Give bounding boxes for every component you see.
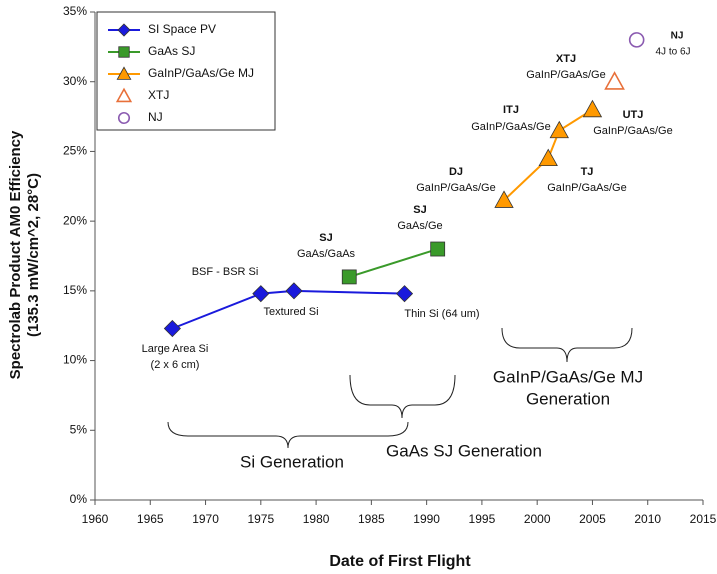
annotation: (2 x 6 cm) xyxy=(151,359,200,371)
x-tick-label: 1995 xyxy=(469,512,496,526)
annotation: 4J to 6J xyxy=(655,47,690,58)
annotation: GaInP/GaAs/Ge xyxy=(471,121,550,133)
marker xyxy=(494,190,514,208)
y-axis-title: (135.3 mW/cm^2, 28°C) xyxy=(25,173,42,337)
y-tick-label: 15% xyxy=(63,283,87,297)
legend-marker xyxy=(117,111,131,125)
marker xyxy=(252,285,270,303)
x-tick-label: 1990 xyxy=(413,512,440,526)
marker xyxy=(285,282,303,300)
series-line xyxy=(503,108,593,201)
x-tick-label: 2005 xyxy=(579,512,606,526)
braces xyxy=(167,327,633,449)
y-tick-label: 30% xyxy=(63,74,87,88)
annotation: Textured Si xyxy=(263,306,318,318)
legend-marker xyxy=(118,46,130,58)
y-tick-label: 0% xyxy=(70,492,88,506)
marker xyxy=(582,99,603,118)
x-tick-label: 1985 xyxy=(358,512,385,526)
legend-label: NJ xyxy=(148,110,163,124)
marker xyxy=(430,241,446,257)
x-tick-label: 2015 xyxy=(690,512,717,526)
legend-label: GaAs SJ xyxy=(148,44,195,58)
marker xyxy=(341,269,357,285)
annotation: NJ xyxy=(671,31,684,42)
brace xyxy=(349,374,456,419)
marker xyxy=(549,120,569,139)
annotation: GaInP/GaAs/Ge MJ xyxy=(493,367,643,386)
legend-marker xyxy=(117,23,131,37)
marker xyxy=(604,71,625,90)
legend-label: GaInP/GaAs/Ge MJ xyxy=(148,66,254,80)
annotation: SJ xyxy=(319,232,332,244)
annotation: SJ xyxy=(413,204,426,216)
annotation: GaInP/GaAs/Ge xyxy=(547,182,626,194)
marker xyxy=(163,319,181,338)
y-tick-label: 5% xyxy=(70,422,88,436)
annotation: GaAs/GaAs xyxy=(297,248,356,260)
annotation: GaAs SJ Generation xyxy=(386,441,542,460)
annotation: GaInP/GaAs/Ge xyxy=(593,125,672,137)
brace xyxy=(167,421,409,449)
marker xyxy=(628,32,645,48)
annotation: UTJ xyxy=(623,109,644,121)
series-line xyxy=(348,248,438,278)
marker xyxy=(538,148,558,166)
x-tick-label: 1960 xyxy=(82,512,109,526)
legend-label: SI Space PV xyxy=(148,22,216,36)
y-tick-label: 35% xyxy=(63,4,87,18)
x-tick-label: 1970 xyxy=(192,512,219,526)
marker xyxy=(395,285,414,303)
annotation: GaInP/GaAs/Ge xyxy=(416,182,495,194)
annotation: Generation xyxy=(526,389,610,408)
annotation: BSF - BSR Si xyxy=(192,266,259,278)
annotation: Large Area Si xyxy=(142,343,209,355)
y-axis-title: Spectrolab Product AM0 Efficiency xyxy=(7,130,24,379)
annotation: TJ xyxy=(581,166,594,178)
x-axis-title: Date of First Flight xyxy=(329,553,471,570)
legend-marker xyxy=(115,87,133,103)
legend-marker xyxy=(116,66,132,80)
x-tick-label: 1965 xyxy=(137,512,164,526)
annotation: Thin Si (64 um) xyxy=(404,308,479,320)
y-tick-label: 25% xyxy=(63,144,87,158)
x-tick-label: 1980 xyxy=(303,512,330,526)
legend-label: XTJ xyxy=(148,88,169,102)
annotation: GaAs/Ge xyxy=(397,220,442,232)
brace xyxy=(501,327,633,363)
annotation: ITJ xyxy=(503,104,519,116)
annotation: GaInP/GaAs/Ge xyxy=(526,69,605,81)
annotation: DJ xyxy=(449,166,463,178)
annotation: Si Generation xyxy=(240,452,344,471)
series-line xyxy=(172,289,405,330)
annotation: XTJ xyxy=(556,53,576,65)
y-tick-label: 10% xyxy=(63,353,87,367)
x-tick-label: 2010 xyxy=(634,512,661,526)
x-tick-label: 2000 xyxy=(524,512,551,526)
x-tick-label: 1975 xyxy=(247,512,274,526)
y-tick-label: 20% xyxy=(63,213,87,227)
